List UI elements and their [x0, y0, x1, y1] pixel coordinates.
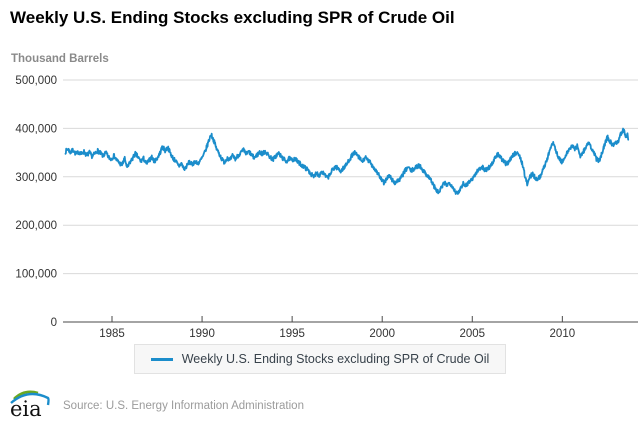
- eia-logo: eia: [8, 387, 52, 425]
- y-tick-label: 500,000: [15, 75, 57, 87]
- x-tick-label: 1985: [99, 328, 125, 340]
- y-tick-label: 300,000: [15, 172, 57, 184]
- x-tick-label: 1990: [189, 328, 215, 340]
- x-tick-label: 2005: [459, 328, 485, 340]
- series-line-swatch: [150, 357, 173, 361]
- footer: eia Source: U.S. Energy Information Admi…: [8, 387, 304, 425]
- x-tick-label: 2010: [550, 328, 576, 340]
- svg-text:eia: eia: [10, 397, 42, 420]
- x-tick-label: 2000: [369, 328, 395, 340]
- legend-label: Weekly U.S. Ending Stocks excluding SPR …: [181, 352, 490, 366]
- legend: Weekly U.S. Ending Stocks excluding SPR …: [0, 344, 640, 374]
- y-tick-label: 0: [51, 317, 57, 329]
- series-line: [64, 127, 630, 195]
- y-tick-label: 200,000: [15, 220, 57, 232]
- legend-box: Weekly U.S. Ending Stocks excluding SPR …: [133, 344, 507, 374]
- y-tick-label: 400,000: [15, 123, 57, 135]
- y-axis-units-label: Thousand Barrels: [11, 53, 109, 65]
- source-attribution: Source: U.S. Energy Information Administ…: [63, 400, 304, 412]
- x-tick-label: 1995: [279, 328, 305, 340]
- y-tick-label: 100,000: [15, 269, 57, 281]
- plot-area: 0 100,000 200,000 300,000 400,000 500,000 1985…: [15, 75, 638, 340]
- chart-title: Weekly U.S. Ending Stocks excluding SPR …: [10, 8, 455, 27]
